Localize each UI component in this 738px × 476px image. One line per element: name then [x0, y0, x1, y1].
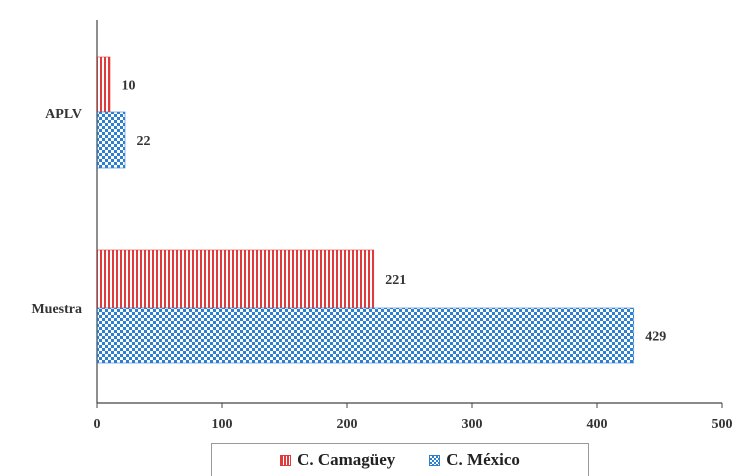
x-tick-label: 500: [712, 417, 733, 432]
data-label-aplv-c-camaguey: 10: [122, 79, 136, 94]
x-tick-label: 0: [94, 417, 101, 432]
x-tick-label: 200: [337, 417, 358, 432]
bar-chart: 0 100 200 300 400 500 APLV 10 22 Muestra 221 429: [31, 20, 733, 432]
bar-muestra-c-mexico: [97, 307, 635, 364]
data-label-aplv-c-mexico: 22: [137, 134, 151, 149]
x-tick-label: 400: [587, 417, 608, 432]
legend-swatch-camaguey: [280, 454, 292, 466]
data-label-muestra-c-camaguey: 221: [385, 273, 406, 288]
legend-label-mexico: C. México: [446, 450, 520, 469]
legend-item-mexico: C. México: [429, 450, 520, 470]
y-category-label: APLV: [45, 107, 82, 122]
bar-muestra-c-camaguey: [97, 249, 375, 309]
legend-swatch-mexico: [429, 454, 441, 466]
legend-item-camaguey: C. Camagüey: [280, 450, 395, 470]
legend: C. Camagüey C. México: [211, 443, 589, 476]
x-tick-label: 300: [462, 417, 483, 432]
y-category-label: Muestra: [31, 302, 82, 317]
data-label-muestra-c-mexico: 429: [645, 330, 666, 345]
legend-label-camaguey: C. Camagüey: [297, 450, 396, 469]
bar-aplv-c-mexico: [97, 111, 126, 169]
x-tick-label: 100: [212, 417, 233, 432]
bar-aplv-c-camaguey: [97, 56, 111, 113]
